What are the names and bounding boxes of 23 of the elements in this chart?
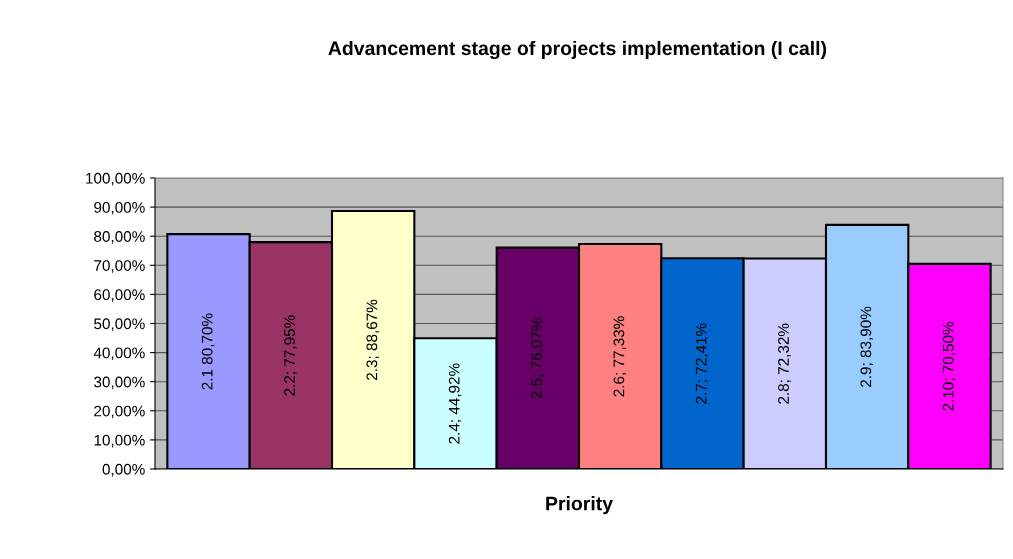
data-label: 2.10; 70,50% [942,321,956,411]
y-tick-label: 90,00% [94,201,145,215]
data-label: 2.7; 72,41% [695,323,709,404]
data-label: 2.2; 77,95% [284,315,297,396]
y-tick-label: 30,00% [94,376,145,390]
data-label: 2.4; 44,92% [448,363,462,444]
chart-title: Advancement stage of projects implementation (I call) [328,40,827,60]
y-tick-label: 70,00% [94,260,145,273]
y-tick-label: 10,00% [94,434,145,448]
y-tick-label: 80,00% [94,231,145,244]
data-label: 2.1 80,70% [201,313,215,390]
y-tick-label: 60,00% [94,289,145,302]
y-tick-label: 0,00% [102,463,145,477]
data-label: 2.3; 88,67% [366,299,380,380]
y-tick-label: 40,00% [93,347,145,361]
y-tick-label: 20,00% [94,405,145,419]
x-axis-title: Priority [546,496,613,515]
data-label: 2.9; 83,90% [860,306,874,387]
data-label: 2.6; 77,33% [613,316,627,397]
y-tick-label: 100,00% [86,172,145,186]
data-label: 2.8; 72,32% [778,323,791,404]
data-label: 2.5; 76,07% [531,318,544,399]
y-tick-label: 50,00% [94,318,145,331]
